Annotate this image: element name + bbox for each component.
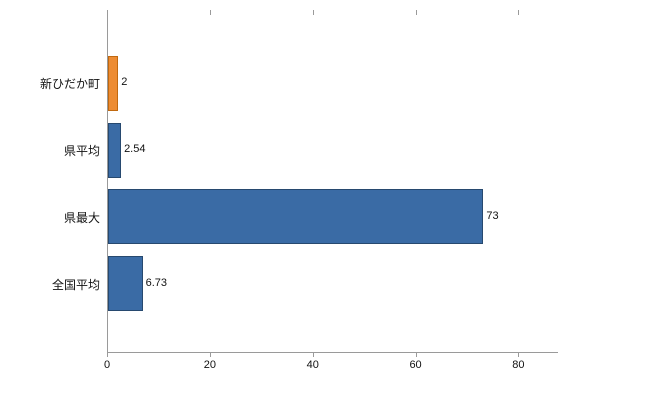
bar	[108, 55, 119, 111]
value-label: 2	[121, 76, 128, 89]
y-axis-line	[107, 15, 108, 353]
x-tick	[312, 353, 314, 357]
top-tick	[107, 10, 108, 15]
top-tick	[312, 10, 314, 15]
x-tick-label: 40	[306, 359, 319, 371]
x-tick	[518, 353, 520, 357]
top-tick	[518, 10, 520, 15]
x-tick-label: 0	[103, 359, 111, 371]
bar	[108, 122, 122, 178]
value-label: 6.73	[145, 276, 168, 289]
x-tick	[107, 353, 108, 357]
category-label: 県最大	[63, 210, 100, 225]
x-axis-line	[107, 352, 558, 353]
x-tick-label: 80	[512, 359, 525, 371]
category-label: 全国平均	[51, 277, 100, 292]
top-tick	[209, 10, 211, 15]
x-tick	[209, 353, 211, 357]
x-tick-label: 20	[203, 359, 216, 371]
x-tick-label: 60	[409, 359, 422, 371]
x-tick	[415, 353, 417, 357]
category-label: 新ひだか町	[39, 77, 100, 92]
bar	[108, 189, 484, 245]
value-label: 73	[486, 209, 499, 222]
value-label: 2.54	[124, 143, 146, 156]
category-label: 県平均	[63, 144, 100, 159]
bar	[108, 256, 143, 312]
top-tick	[415, 10, 417, 15]
